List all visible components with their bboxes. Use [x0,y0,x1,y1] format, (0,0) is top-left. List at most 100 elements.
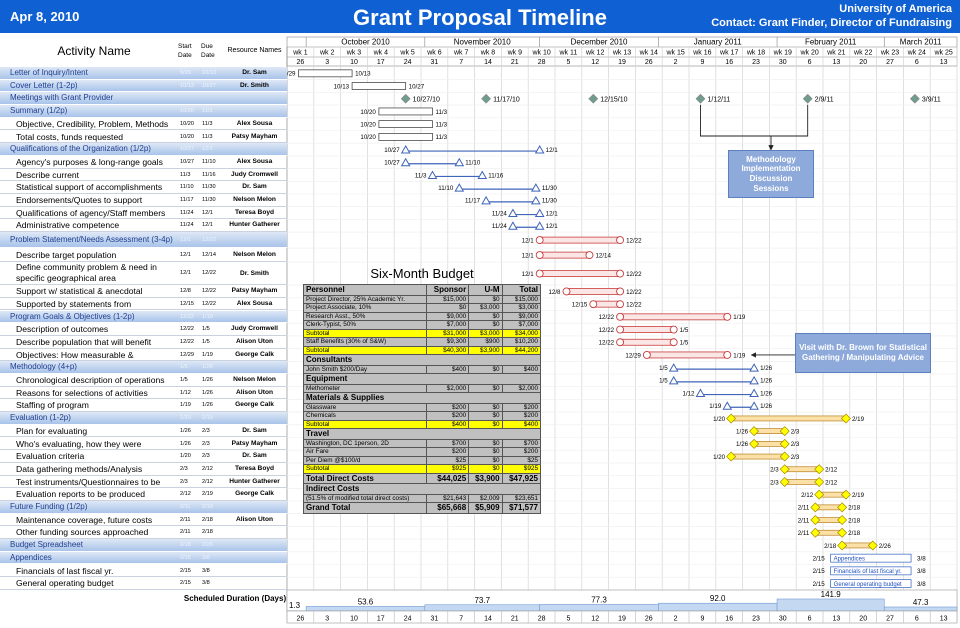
bar-start-label: 10/27 [384,160,400,167]
day-label: 28 [538,59,546,66]
activity-name: Qualifications of the Organization (1/2p… [10,144,151,154]
start-date: 2/3 [180,465,188,472]
due-date: 1/5 [202,326,210,333]
task-row: Reasons for selections of activities 1/12… [0,387,287,400]
bar-end-label: 2/19 [852,416,865,423]
task-row: General operating budget 2/15 3/8 [0,577,287,590]
resource-name: Alison Uton [236,337,273,345]
start-date: 10/20 [180,108,194,115]
task-end [668,375,679,385]
bar-end-label: 2/19 [852,492,865,499]
bottom-day-label: 6 [915,616,919,623]
task-end [669,325,678,334]
week-label: wk 2 [319,50,335,57]
group-row: Future Funding (1/2p) 2/11 2/18 [0,501,287,514]
task-bar [830,553,912,563]
task-bar [730,453,786,460]
task-end [534,145,545,154]
day-label: 13 [833,59,841,66]
start-date: 1/5 [180,364,188,371]
bar-start-label: 1/19 [709,403,722,410]
activity-name: Program Goals & Objectives (1-2p) [10,311,135,321]
task-end [723,351,732,359]
duration-bar [883,606,958,612]
start-date: 10/27 [180,146,194,153]
budget-row: Per Diem @$100/d $25 $0 $25 [303,455,542,465]
task-end [726,413,737,424]
bar-end-label: 12/22 [626,301,642,308]
task-row: Evaluation criteria 1/20 2/3 Dr. Sam [0,450,287,463]
budget-cell: $3,900 [468,345,503,355]
bar-end-label: 11/3 [435,134,447,141]
bottom-day-label: 19 [618,616,626,623]
resource-name: Nelson Melon [233,196,276,203]
budget-cell: Equipment [303,373,541,385]
task-end [837,502,848,513]
bottom-day-label: 17 [377,616,385,623]
budget-cell: $0 [468,383,503,393]
due-date: 2/26 [202,542,213,549]
week-label: wk 24 [907,50,926,57]
due-date: 12/1 [202,146,213,153]
task-end [477,170,488,179]
bar-end-label: 2/12 [825,479,838,486]
start-date: 12/15 [180,300,194,307]
task-end [427,170,438,179]
budget-cell: Subtotal [303,345,427,355]
budget-row: Glassware $200 $0 $200 [303,402,542,412]
budget-cell: $44,200 [501,345,542,355]
day-label: 3 [325,59,329,66]
task-end [779,438,790,449]
budget-row: Subtotal $40,300 $3,900 $44,200 [303,345,542,355]
start-date: 11/24 [180,222,194,229]
day-label: 30 [779,59,787,66]
day-label: 7 [459,59,463,66]
task-end [749,426,760,437]
bar-start-label: 12/8 [548,289,561,296]
bar-end-label: 2/3 [791,454,800,461]
day-label: 27 [886,59,894,66]
task-end [616,312,625,321]
day-label: 2 [674,59,678,66]
milestone [400,93,411,104]
group-row: Qualifications of the Organization (1/2p… [0,143,287,156]
bar-end-label: 1/26 [760,378,773,385]
due-date: 2/3 [202,440,210,447]
budget-cell: $9,000 [501,311,542,321]
group-row: Cover Letter (1-2p) 10/13 10/27 Dr. Smith [0,79,287,93]
task-bar [378,133,433,141]
month-label: January 2011 [694,38,742,47]
bar-end-label: 2/3 [791,441,800,448]
start-date: 2/11 [180,529,191,536]
task-row: Describe population that will benefit 12/… [0,336,287,349]
due-date: 11/16 [202,171,216,178]
bar-end-label: 12/22 [626,289,642,296]
resource-name: George Calk [235,490,274,498]
activity-name: Who's evaluating, how they were [16,438,142,449]
budget-cell: Project Associate, 10% [303,303,427,313]
start-date: 2/15 [180,580,191,587]
task-end [814,464,825,475]
duration-value: 141.9 [821,590,842,599]
bottom-day-label: 30 [779,616,787,623]
task-end [530,183,541,192]
week-label: wk 7 [453,50,469,57]
task-row: Financials of last fiscal yr. 2/15 3/8 [0,565,287,578]
bar-end-label: 1/5 [680,327,689,334]
task-end [535,269,544,278]
start-date: 11/10 [180,184,194,191]
week-label: wk 25 [933,50,952,57]
day-label: 26 [297,59,305,66]
bottom-day-label: 16 [725,616,733,623]
bar-end-label: 11/10 [465,160,481,167]
bar-end-label: 2/12 [825,467,838,474]
budget-cell: $0 [468,447,503,457]
due-date: 2/19 [202,415,213,422]
task-bar [730,415,847,422]
activity-name: Supported by statements from [16,298,132,309]
task-bar [351,82,407,90]
start-date: 11/17 [180,197,194,203]
budget-cell: Air Fare [303,447,427,457]
bottom-day-label: 7 [459,616,463,623]
activity-name: Endorsements/Quotes to support [16,195,143,205]
